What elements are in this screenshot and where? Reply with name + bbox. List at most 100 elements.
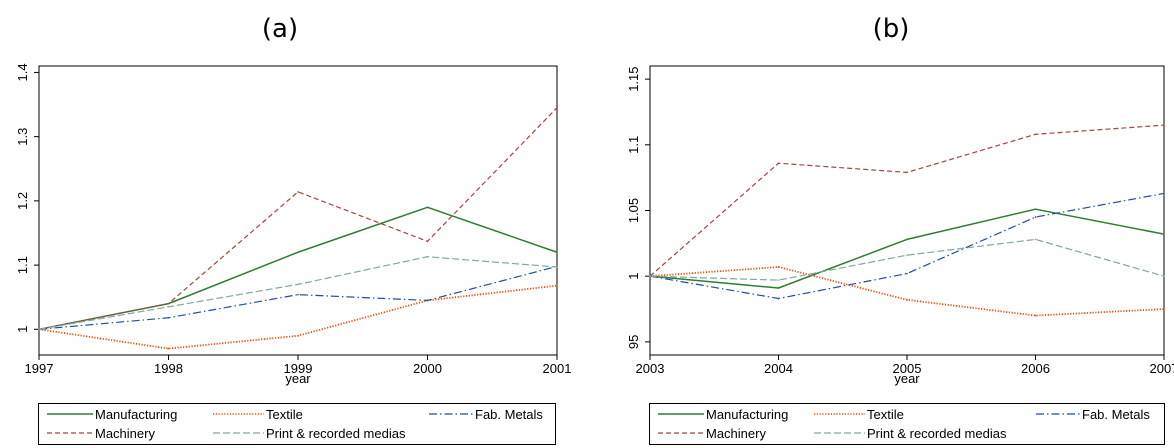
x-tick-label: 2005 <box>893 361 922 376</box>
data-point-fab-metals <box>167 316 170 319</box>
data-point-print-recorded-medias <box>1163 275 1165 277</box>
legend-b: Manufacturing Textile Fab. Metals Machin… <box>649 403 1165 445</box>
y-tick-label: 1.1 <box>15 256 30 274</box>
chart-panel-b: (b) 95 1 1.05 1.1 1.15 2003 2004 2005 2006 2007 ye… <box>587 0 1174 448</box>
legend-swatch-fab-metals <box>1036 413 1080 415</box>
chart-title-a: (a) <box>261 14 299 44</box>
x-axis-title: year <box>894 371 920 386</box>
legend-item-machinery: Machinery <box>656 424 766 442</box>
legend-item-fab-metals: Fab. Metals <box>1034 405 1150 423</box>
series-line-manufacturing <box>38 206 558 331</box>
legend-item-textile: Textile <box>211 405 303 423</box>
legend-swatch-textile <box>213 413 264 415</box>
y-tick-label: 95 <box>626 335 641 349</box>
data-point-fab-metals <box>297 293 299 296</box>
data-point-machinery <box>167 302 170 305</box>
plot-frame <box>38 65 558 356</box>
chart-svg-a: 1 1.1 1.2 1.3 1.4 1997 1998 1999 2000 2001 year <box>15 63 572 386</box>
data-point-print-recorded-medias <box>38 328 40 331</box>
legend-item-textile: Textile <box>812 405 904 423</box>
legend-label-manufacturing: Manufacturing <box>95 406 178 422</box>
legend-swatch-print <box>213 432 264 434</box>
data-point-textile <box>1163 308 1165 310</box>
data-point-fab-metals <box>777 297 780 300</box>
legend-item-manufacturing: Manufacturing <box>45 405 177 423</box>
data-point-manufacturing <box>556 251 558 254</box>
chart-panel-a: (a) 1 1.1 1.2 1.3 1.4 1997 1998 1999 2000 2001 yea… <box>15 14 572 445</box>
y-tick-label: 1.05 <box>626 198 641 223</box>
data-point-print-recorded-medias <box>1034 238 1037 241</box>
data-point-print-recorded-medias <box>556 266 558 268</box>
data-point-machinery <box>426 240 429 243</box>
data-point-manufacturing <box>1163 233 1165 235</box>
x-tick-label: 1999 <box>284 361 313 376</box>
legend-swatch-machinery <box>47 432 93 434</box>
data-point-print-recorded-medias <box>297 283 299 286</box>
data-point-textile <box>556 284 558 287</box>
plot-frame <box>649 65 1165 356</box>
data-point-machinery <box>1034 133 1037 136</box>
series-line-print-recorded-medias <box>649 238 1165 281</box>
data-point-textile <box>777 266 780 268</box>
y-tick-label: 1.15 <box>626 66 641 91</box>
data-point-machinery <box>297 191 299 193</box>
x-tick-label: 1997 <box>25 361 54 376</box>
x-tick-label: 2001 <box>543 361 572 376</box>
legend-swatch-manufacturing <box>658 413 704 415</box>
legend-swatch-machinery <box>658 432 704 434</box>
series-line-fab-metals <box>38 265 558 330</box>
legend-label-textile: Textile <box>867 406 904 422</box>
x-tick-label: 2000 <box>413 361 442 376</box>
data-point-machinery <box>906 171 908 174</box>
data-point-textile <box>906 299 908 301</box>
legend-label-fab-metals: Fab. Metals <box>475 406 543 422</box>
data-point-machinery <box>1163 124 1165 126</box>
data-point-textile <box>167 347 170 350</box>
series-line-print-recorded-medias <box>38 256 558 330</box>
legend-label-print: Print & recorded medias <box>867 425 1007 441</box>
x-tick-label: 1998 <box>154 361 183 376</box>
legend-swatch-fab-metals <box>429 413 473 415</box>
legend-label-textile: Textile <box>266 406 303 422</box>
data-point-manufacturing <box>1034 208 1037 210</box>
legend-swatch-textile <box>814 413 865 415</box>
data-point-textile <box>1034 314 1037 317</box>
x-tick-label: 2007 <box>1150 361 1174 376</box>
chart-title-b: (b) <box>872 14 910 44</box>
data-point-manufacturing <box>426 206 429 209</box>
chart-svg-b: 95 1 1.05 1.1 1.15 2003 2004 2005 2006 2007 year <box>626 65 1174 386</box>
data-point-machinery <box>556 106 558 109</box>
legend-label-fab-metals: Fab. Metals <box>1082 406 1150 422</box>
data-point-fab-metals <box>1034 216 1037 218</box>
data-point-print-recorded-medias <box>777 279 780 281</box>
data-point-print-recorded-medias <box>649 275 651 277</box>
data-point-manufacturing <box>297 251 299 254</box>
legend-label-machinery: Machinery <box>95 425 155 441</box>
data-point-machinery <box>777 162 780 165</box>
data-point-fab-metals <box>426 299 429 302</box>
legend-item-print: Print & recorded medias <box>211 424 405 442</box>
data-point-manufacturing <box>906 238 908 241</box>
series-line-fab-metals <box>649 192 1165 300</box>
x-tick-label: 2003 <box>636 361 665 376</box>
legend-item-machinery: Machinery <box>45 424 155 442</box>
legend-a: Manufacturing Textile Fab. Metals Machin… <box>38 403 556 445</box>
y-tick-label: 1 <box>15 326 30 333</box>
data-point-fab-metals <box>906 272 908 275</box>
data-point-print-recorded-medias <box>906 254 908 256</box>
x-tick-label: 2006 <box>1021 361 1050 376</box>
legend-swatch-print <box>814 432 865 434</box>
data-point-print-recorded-medias <box>426 255 429 258</box>
y-tick-label: 1.3 <box>15 128 30 146</box>
x-tick-label: 2004 <box>764 361 793 376</box>
x-axis-title: year <box>285 371 311 386</box>
legend-label-manufacturing: Manufacturing <box>706 406 789 422</box>
y-tick-label: 1.1 <box>626 136 641 154</box>
y-tick-label: 1 <box>626 273 641 280</box>
y-tick-label: 1.4 <box>15 63 30 81</box>
legend-item-print: Print & recorded medias <box>812 424 1006 442</box>
y-tick-label: 1.2 <box>15 192 30 210</box>
series-line-machinery <box>38 107 558 330</box>
legend-label-machinery: Machinery <box>706 425 766 441</box>
data-point-fab-metals <box>1163 192 1165 195</box>
